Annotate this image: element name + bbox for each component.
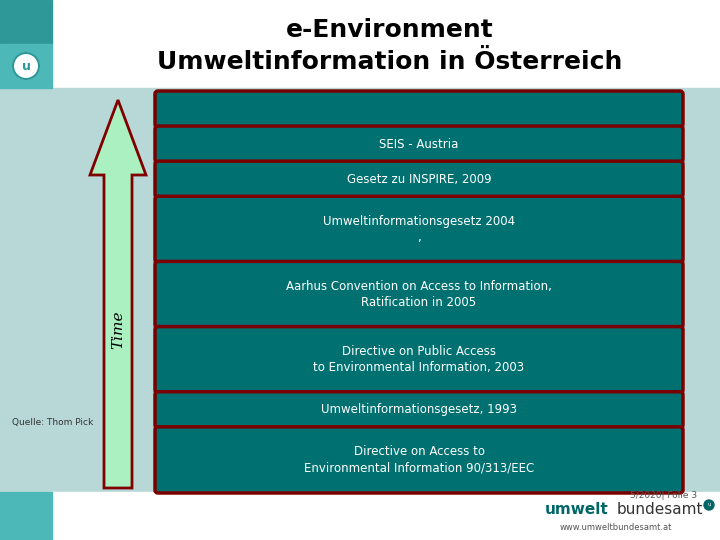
Bar <box>0 0 52 44</box>
Bar <box>0 492 720 540</box>
Text: e-Environment: e-Environment <box>286 18 494 42</box>
Text: Directive on Access to
Environmental Information 90/313/EEC: Directive on Access to Environmental Inf… <box>304 446 534 475</box>
Bar <box>0 88 720 540</box>
Text: Directive on Public Access
to Environmental Information, 2003: Directive on Public Access to Environmen… <box>313 345 525 374</box>
Text: umwelt: umwelt <box>545 503 608 517</box>
Text: Quelle: Thom Pick: Quelle: Thom Pick <box>12 417 94 427</box>
Polygon shape <box>90 100 146 488</box>
Bar <box>0 0 720 88</box>
FancyBboxPatch shape <box>155 427 683 493</box>
FancyBboxPatch shape <box>155 126 683 162</box>
FancyBboxPatch shape <box>155 392 683 428</box>
FancyBboxPatch shape <box>155 196 683 262</box>
Text: www.umweltbundesamt.at: www.umweltbundesamt.at <box>560 523 672 532</box>
Text: SEIS - Austria: SEIS - Austria <box>379 138 459 151</box>
Text: Umweltinformationsgesetz 2004
,: Umweltinformationsgesetz 2004 , <box>323 215 515 244</box>
FancyBboxPatch shape <box>155 261 683 328</box>
Bar <box>0 44 52 88</box>
Text: Umweltinformation in Österreich: Umweltinformation in Österreich <box>157 50 623 74</box>
Text: Umweltinformationsgesetz, 1993: Umweltinformationsgesetz, 1993 <box>321 403 517 416</box>
FancyBboxPatch shape <box>155 91 683 127</box>
Text: Gesetz zu INSPIRE, 2009: Gesetz zu INSPIRE, 2009 <box>347 173 491 186</box>
Text: 5/2020| Folie 3: 5/2020| Folie 3 <box>630 490 697 500</box>
Text: bundesamt: bundesamt <box>617 503 703 517</box>
Circle shape <box>13 53 39 79</box>
Bar <box>0 492 52 540</box>
Text: Time: Time <box>111 310 125 349</box>
Text: u: u <box>707 503 711 508</box>
Text: u: u <box>22 59 30 72</box>
Circle shape <box>704 500 714 510</box>
FancyBboxPatch shape <box>155 161 683 197</box>
FancyBboxPatch shape <box>155 327 683 393</box>
Text: Aarhus Convention on Access to Information,
Ratification in 2005: Aarhus Convention on Access to Informati… <box>286 280 552 309</box>
